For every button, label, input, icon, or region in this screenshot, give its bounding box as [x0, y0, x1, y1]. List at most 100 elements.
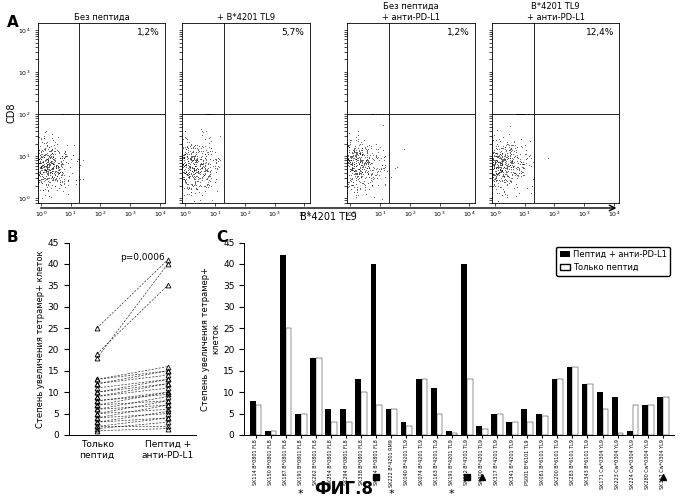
Point: [189, 162, 200, 170]
Point: [39, 132, 50, 140]
Point: [47, 198, 58, 206]
Point: [36, 158, 47, 166]
Point: [486, 170, 497, 177]
Point: [510, 110, 521, 118]
Point: [177, 149, 188, 157]
Point: [191, 150, 202, 158]
Point: [32, 168, 43, 175]
Point: [512, 172, 523, 179]
Point: [32, 176, 43, 184]
Point: [519, 140, 530, 148]
Point: [180, 164, 191, 172]
Point: [182, 135, 193, 143]
Point: [342, 180, 353, 188]
Bar: [466, 380, 473, 435]
Point: [190, 169, 201, 177]
Point: [342, 162, 353, 170]
Point: [350, 152, 361, 160]
Point: [186, 140, 197, 148]
Point: [342, 184, 353, 192]
Point: [367, 110, 378, 118]
Point: [178, 168, 189, 176]
Point: [32, 144, 43, 152]
Point: [487, 136, 498, 144]
Point: [342, 170, 353, 178]
Point: [37, 186, 48, 194]
Point: [200, 110, 211, 118]
Point: [57, 160, 68, 168]
Point: [178, 144, 189, 152]
Point: [43, 156, 54, 164]
Point: [183, 168, 194, 175]
Point: [486, 158, 497, 166]
Point: [191, 168, 202, 176]
Point: [185, 156, 196, 164]
Point: [41, 160, 52, 168]
Bar: [618, 433, 623, 435]
Point: [55, 161, 66, 169]
Point: [351, 155, 362, 163]
Point: [514, 110, 525, 118]
Point: [52, 168, 63, 176]
Point: [493, 168, 504, 175]
Point: [347, 156, 358, 164]
Point: [510, 110, 522, 118]
Point: [357, 150, 368, 158]
Point: [36, 150, 47, 158]
Point: [510, 144, 521, 152]
Point: [45, 174, 56, 182]
Point: [179, 166, 190, 174]
Point: [353, 132, 364, 140]
Point: [200, 150, 211, 158]
Point: [47, 163, 58, 171]
Point: [200, 110, 211, 118]
Point: [32, 164, 43, 172]
Point: [510, 110, 521, 118]
Point: [510, 110, 521, 118]
Point: [47, 164, 58, 172]
Point: [493, 134, 504, 142]
Point: [486, 157, 497, 165]
Point: [342, 156, 353, 164]
Point: [377, 146, 388, 154]
Point: [496, 166, 507, 174]
Point: [343, 144, 354, 152]
Point: [188, 144, 199, 152]
Point: [366, 166, 377, 173]
Point: [486, 180, 497, 188]
Point: [342, 158, 353, 166]
Point: [32, 176, 43, 184]
Point: [362, 146, 373, 154]
Point: [347, 159, 358, 167]
Point: [514, 110, 525, 118]
Point: [342, 146, 353, 154]
Point: [185, 188, 196, 196]
Point: [360, 168, 371, 176]
Point: [186, 180, 197, 188]
Point: [496, 167, 507, 175]
Point: [506, 168, 517, 176]
Point: [56, 110, 67, 118]
Point: [511, 110, 522, 118]
Point: [177, 149, 188, 157]
Point: [56, 110, 67, 118]
Point: [354, 152, 365, 160]
Point: [342, 155, 353, 163]
Point: [356, 151, 367, 159]
Point: [181, 175, 192, 183]
Point: [32, 180, 43, 188]
Point: [512, 110, 523, 118]
Point: [367, 151, 378, 159]
Point: [191, 168, 202, 175]
Point: [358, 178, 369, 186]
Point: [342, 147, 353, 155]
Point: [179, 156, 190, 164]
Point: [347, 160, 358, 168]
Point: [189, 154, 200, 162]
Point: [354, 158, 365, 166]
Point: [389, 164, 400, 172]
Point: [177, 146, 188, 154]
Point: [177, 182, 188, 190]
Point: [44, 174, 55, 182]
Point: [50, 154, 61, 162]
